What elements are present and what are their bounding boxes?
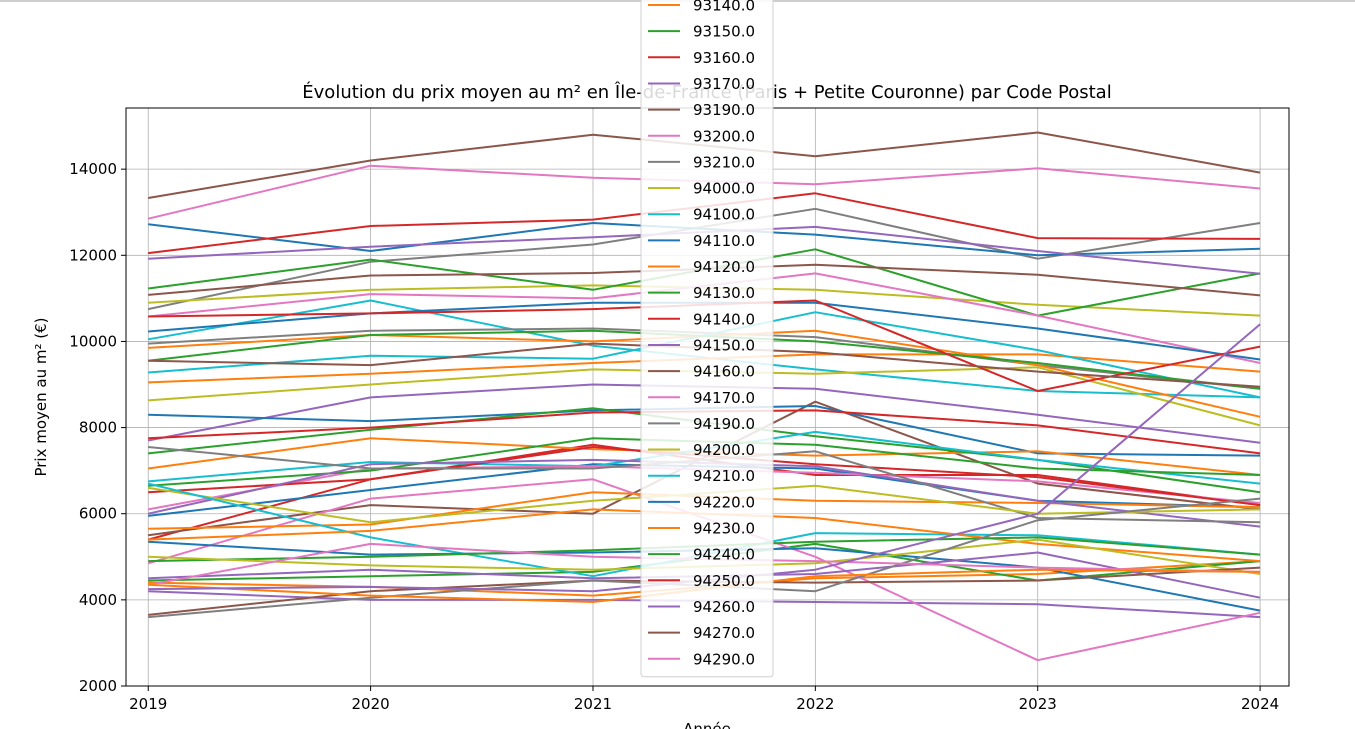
legend-entry-label: 94170.0: [693, 389, 755, 407]
legend-entry-label: 94290.0: [693, 650, 755, 668]
legend-entry-label: 94000.0: [693, 180, 755, 198]
legend-entry-label: 94270.0: [693, 624, 755, 642]
y-axis-label: Prix moyen au m² (€): [32, 317, 50, 476]
y-tick-label: 8000: [79, 419, 117, 437]
legend-entry-label: 94100.0: [693, 206, 755, 224]
y-tick-label: 2000: [79, 677, 117, 695]
legend-entry-label: 94110.0: [693, 232, 755, 250]
legend-entry-label: 94240.0: [693, 546, 755, 564]
y-tick-label: 14000: [69, 160, 117, 178]
legend-entry-label: 94260.0: [693, 598, 755, 616]
legend-entry-label: 94150.0: [693, 336, 755, 354]
legend-entry-label: 94210.0: [693, 467, 755, 485]
legend-box: [640, 0, 774, 678]
legend-entry-label: 93170.0: [693, 75, 755, 93]
x-axis-label: Année: [683, 720, 731, 729]
x-tick-label: 2019: [129, 695, 167, 713]
legend-entry-label: 94120.0: [693, 258, 755, 276]
legend-entry-label: 94250.0: [693, 572, 755, 590]
legend-entry-label: 94160.0: [693, 363, 755, 381]
x-tick-label: 2024: [1241, 695, 1279, 713]
legend-entry-label: 93200.0: [693, 127, 755, 145]
x-tick-label: 2020: [352, 695, 390, 713]
legend-entry-label: 93210.0: [693, 153, 755, 171]
legend-entry-label: 93160.0: [693, 49, 755, 67]
legend-entry-label: 94200.0: [693, 441, 755, 459]
x-tick-label: 2022: [796, 695, 834, 713]
legend-entry-label: 93190.0: [693, 101, 755, 119]
y-tick-label: 10000: [69, 332, 117, 350]
legend-entry-label: 94220.0: [693, 493, 755, 511]
legend: 93140.0 93150.0 93160.0 93170.0 93190.0 93200…: [640, 0, 774, 678]
legend-entry-label: 94130.0: [693, 284, 755, 302]
legend-entry-label: 94140.0: [693, 310, 755, 328]
legend-entry-label: 94190.0: [693, 415, 755, 433]
y-tick-label: 12000: [69, 246, 117, 264]
y-tick-label: 4000: [79, 591, 117, 609]
legend-entry-label: 93150.0: [693, 23, 755, 41]
x-tick-label: 2021: [574, 695, 612, 713]
legend-entry-label: 93140.0: [693, 0, 755, 15]
axis-ticks: 2019 2020 2021 2022 2023 2024 2000 4000 6000 8000…: [69, 160, 1279, 713]
x-tick-label: 2023: [1019, 695, 1057, 713]
legend-entry-label: 94230.0: [693, 520, 755, 538]
y-tick-label: 6000: [79, 505, 117, 523]
